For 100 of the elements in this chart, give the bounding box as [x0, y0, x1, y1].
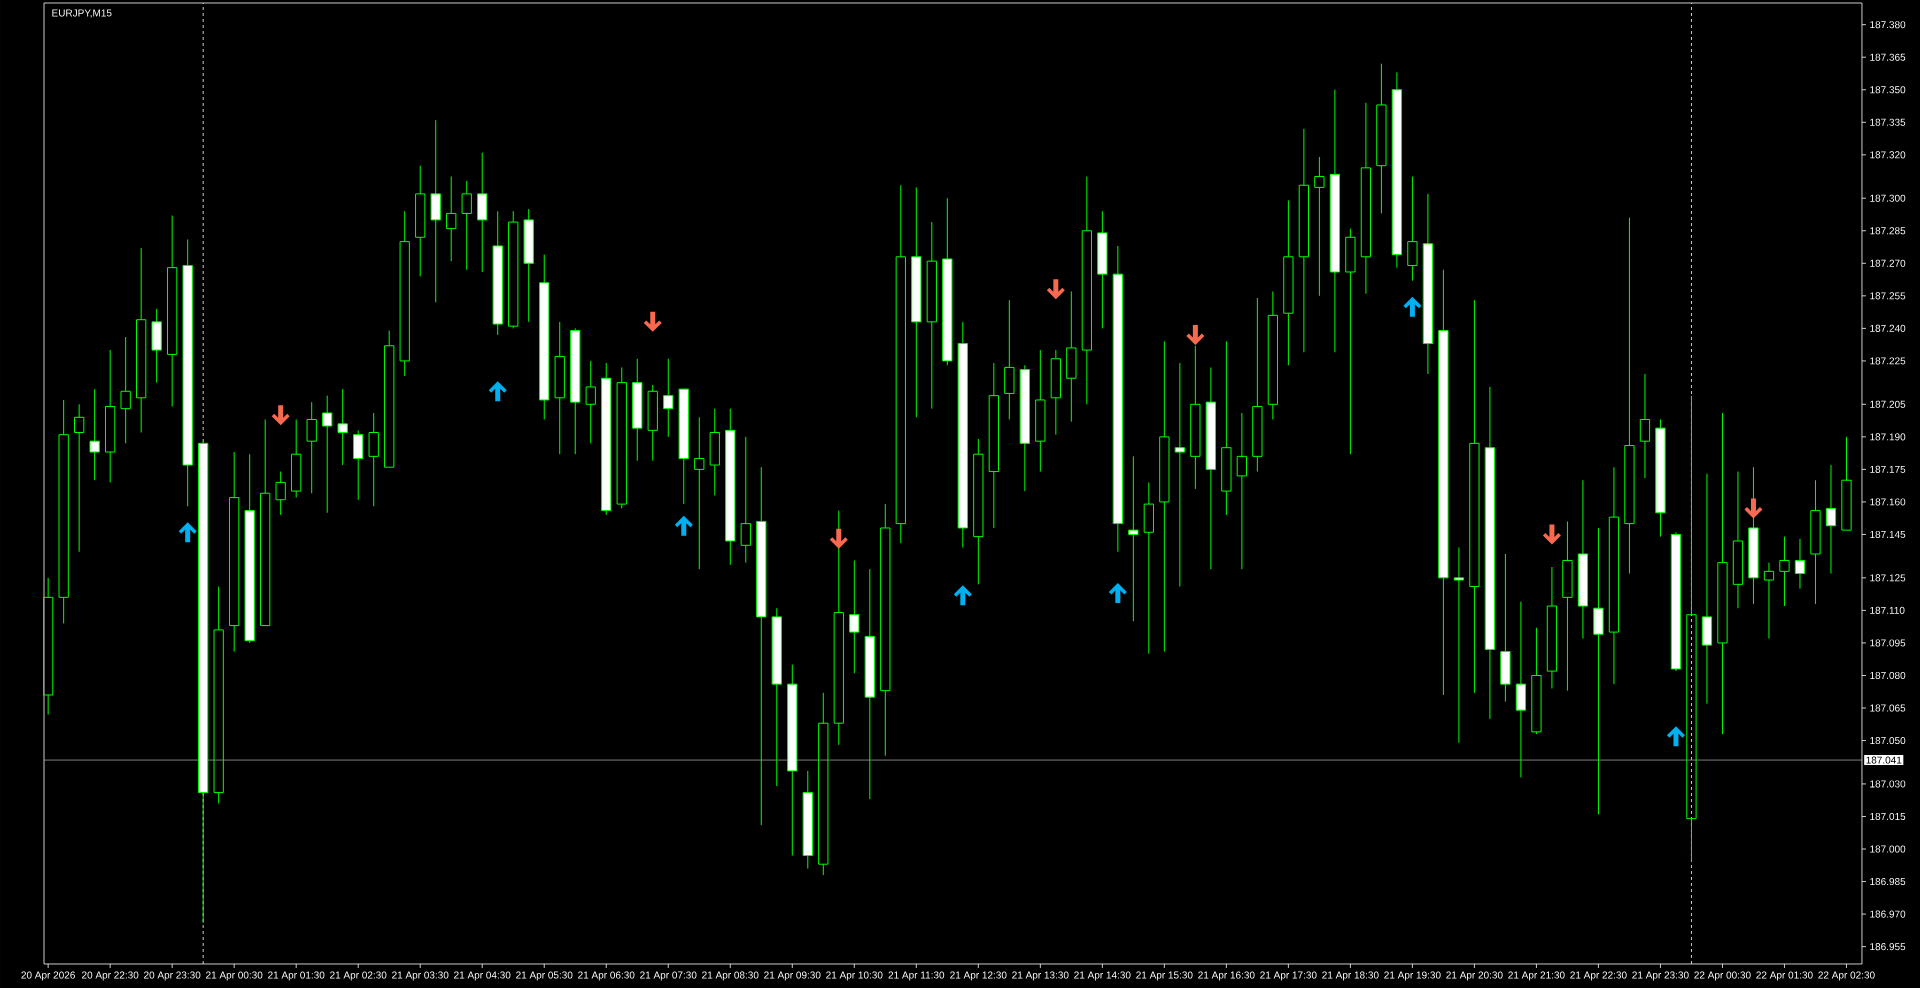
point [953, 585, 972, 606]
point [674, 515, 693, 536]
y-tick-label: 187.205 [1870, 400, 1906, 408]
candlestick [1484, 386, 1496, 720]
candlestick [1810, 479, 1821, 605]
candlestick [1329, 89, 1341, 353]
x-tick-label: 21 Apr 18:30 [1322, 971, 1379, 981]
candlestick [1422, 193, 1434, 375]
y-tick-label: 187.335 [1870, 118, 1906, 126]
candlestick [1360, 102, 1372, 295]
point [178, 522, 197, 543]
y-tick-label: 187.300 [1870, 194, 1906, 202]
candlestick [1376, 63, 1387, 214]
candlestick [74, 403, 85, 553]
candlestick [802, 770, 813, 870]
candlestick [957, 321, 968, 548]
candlestick [1732, 471, 1744, 609]
candlestick [756, 466, 767, 826]
y-tick-label: 187.015 [1870, 812, 1906, 821]
candlestick [1314, 156, 1325, 297]
y-tick-label: 187.145 [1870, 530, 1906, 538]
candlestick [1221, 340, 1232, 516]
point [1108, 583, 1127, 604]
candlestick [399, 210, 410, 377]
candlestick [1825, 464, 1837, 575]
y-tick-label: 187.350 [1870, 86, 1906, 94]
candlestick [430, 119, 441, 303]
point [488, 381, 507, 402]
candlestick [1004, 299, 1015, 420]
y-tick-label: 187.110 [1870, 606, 1905, 614]
y-tick-label: 186.955 [1870, 943, 1906, 951]
x-tick-label: 21 Apr 08:30 [702, 971, 759, 981]
candlestick [1097, 210, 1108, 329]
candlestick [988, 362, 999, 529]
y-tick-label: 186.985 [1870, 878, 1906, 886]
x-tick-label: 21 Apr 11:30 [888, 971, 945, 981]
candlestick [523, 208, 534, 323]
candlestick [151, 308, 162, 384]
point [1744, 498, 1763, 519]
candlestick [585, 360, 596, 444]
candlestick [632, 358, 643, 462]
candlestick [1112, 245, 1123, 553]
x-tick-label: 22 Apr 01:30 [1756, 971, 1813, 981]
candlestick [1701, 473, 1713, 705]
x-tick-label: 21 Apr 04:30 [454, 971, 511, 981]
candlestick [244, 453, 255, 644]
x-tick-label: 21 Apr 06:30 [578, 971, 635, 981]
candlestick [1748, 466, 1759, 605]
candlestick [1159, 340, 1170, 653]
y-tick-label: 187.080 [1870, 671, 1906, 680]
candlestick [105, 349, 116, 483]
candlestick [880, 503, 891, 757]
candlestick [694, 416, 705, 570]
candlestick [322, 395, 333, 514]
candlestick [1236, 412, 1248, 570]
y-tick-label: 187.225 [1870, 357, 1906, 365]
candlestick [1593, 527, 1604, 815]
y-tick-label: 187.160 [1870, 498, 1906, 506]
candlestick [1515, 601, 1527, 778]
x-tick-label: 21 Apr 19:30 [1384, 971, 1441, 981]
x-tick-label: 21 Apr 23:30 [1632, 971, 1689, 981]
x-tick-label: 20 Apr 2026 [21, 971, 75, 981]
candlestick [337, 388, 348, 466]
candlestick [89, 388, 100, 481]
candlestick [895, 184, 906, 544]
candlestick [43, 577, 54, 716]
candlestick [1794, 538, 1806, 590]
candlestick [663, 358, 674, 438]
candlestick [1019, 364, 1030, 492]
candlestick [229, 451, 240, 653]
candlestick [461, 180, 472, 271]
point [1046, 279, 1065, 300]
candlestick [1081, 176, 1092, 405]
candlestick [368, 412, 379, 507]
point [643, 311, 662, 332]
candlestick [492, 210, 503, 336]
y-tick-label: 186.970 [1870, 910, 1906, 918]
candlestick [167, 215, 178, 407]
candlestick [911, 186, 922, 418]
x-tick-label: 21 Apr 10:30 [826, 971, 883, 981]
candlestick [1577, 479, 1589, 640]
candlestick [58, 399, 69, 624]
candlestick [1469, 299, 1480, 694]
candlestick [570, 327, 581, 455]
candlestick [1128, 455, 1139, 622]
candlestick [1143, 481, 1154, 655]
candlestick [1190, 345, 1201, 490]
candlestick [740, 436, 751, 564]
candlestick [120, 336, 131, 444]
point [1403, 296, 1422, 317]
x-tick-label: 21 Apr 13:30 [1012, 971, 1069, 981]
candlestick [709, 408, 720, 496]
y-tick-label: 187.270 [1870, 259, 1906, 267]
x-tick-label: 21 Apr 16:30 [1198, 971, 1255, 981]
candlestick [1655, 418, 1666, 538]
candlestick [1562, 520, 1573, 692]
x-tick-label: 21 Apr 14:30 [1074, 971, 1131, 981]
candlestick [864, 568, 875, 800]
y-tick-label: 187.050 [1870, 737, 1906, 745]
x-tick-label: 21 Apr 22:30 [1570, 971, 1627, 981]
